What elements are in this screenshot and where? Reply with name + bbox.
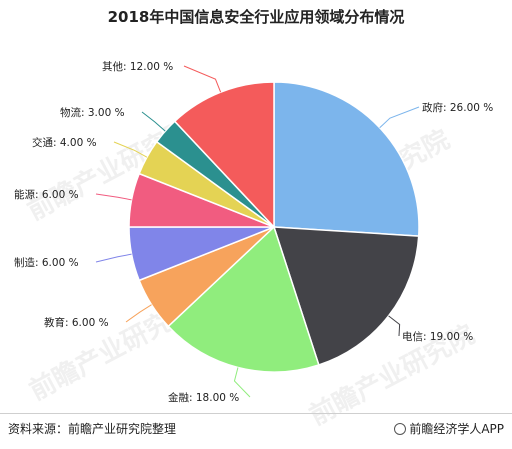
slice-label-制造: 制造: 6.00 %: [14, 256, 79, 269]
connector-line-金融: [233, 367, 251, 398]
slice-label-交通: 交通: 4.00 %: [32, 136, 97, 149]
slice-label-政府: 政府: 26.00 %: [422, 101, 493, 114]
footer-divider: [0, 413, 512, 414]
pie-slice-电信: [272, 226, 420, 366]
brand-logo-icon: [394, 422, 407, 435]
slice-label-金融: 金融: 18.00 %: [168, 391, 239, 404]
slice-label-能源: 能源: 6.00 %: [14, 188, 79, 201]
pie-slice-政府: [273, 81, 420, 237]
connector-line-电信: [388, 315, 401, 337]
connector-line-制造: [95, 253, 132, 263]
connector-line-能源: [95, 193, 132, 201]
slice-label-教育: 教育: 6.00 %: [44, 316, 109, 329]
brand-credit: 前瞻经济学人APP: [394, 420, 504, 437]
connector-line-其他: [183, 65, 222, 93]
connector-line-物流: [141, 111, 166, 132]
slice-label-物流: 物流: 3.00 %: [60, 106, 125, 119]
pie-slice-金融: [167, 225, 320, 373]
connector-line-教育: [125, 304, 152, 323]
connector-line-政府: [379, 106, 420, 129]
pie-slice-其他: [173, 81, 275, 229]
slice-label-其他: 其他: 12.00 %: [102, 60, 173, 73]
chart-title: 2018年中国信息安全行业应用领域分布情况: [107, 8, 405, 26]
brand-text: 前瞻经济学人APP: [409, 422, 504, 436]
slice-label-电信: 电信: 19.00 %: [402, 330, 473, 343]
source-note: 资料来源：前瞻产业研究院整理: [8, 422, 177, 436]
connector-line-交通: [113, 141, 148, 158]
